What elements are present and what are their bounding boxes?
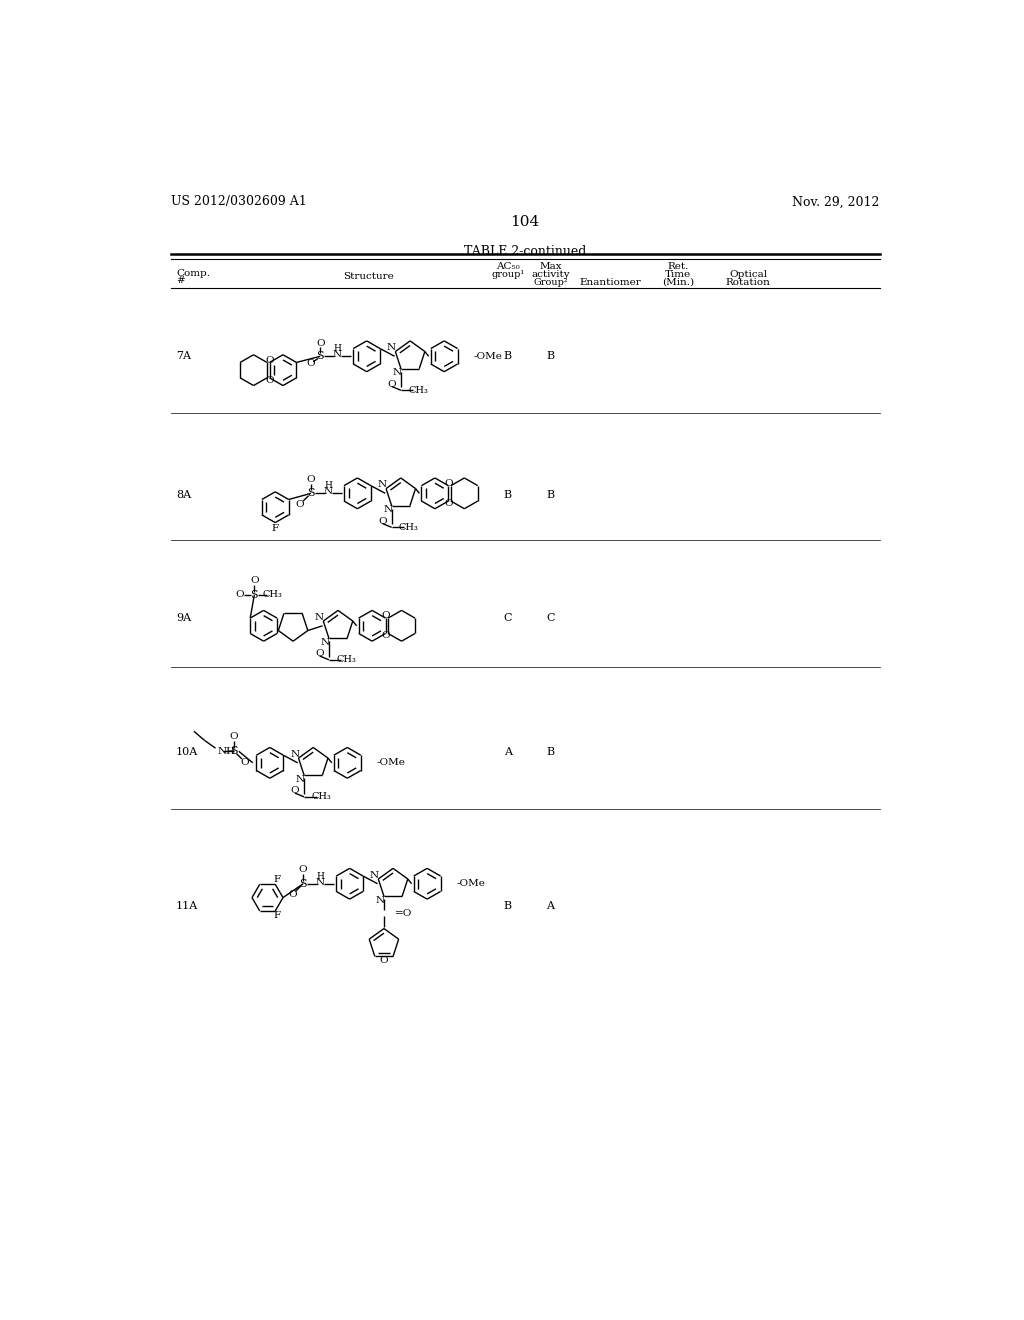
Text: F: F [271,524,279,533]
Text: N: N [321,638,330,647]
Text: O: O [299,865,307,874]
Text: O: O [382,611,390,620]
Text: S: S [251,590,258,601]
Text: #: # [176,276,184,285]
Text: activity: activity [531,271,569,279]
Text: H: H [324,482,332,490]
Text: Rotation: Rotation [726,277,770,286]
Text: CH₃: CH₃ [336,655,356,664]
Text: CH₃: CH₃ [311,792,331,801]
Text: O: O [378,516,387,525]
Text: N: N [290,750,299,759]
Text: CH₃: CH₃ [263,590,283,599]
Text: 7A: 7A [176,351,191,360]
Text: B: B [547,490,554,499]
Text: O: O [296,500,304,508]
Text: NH: NH [217,747,236,756]
Text: CH₃: CH₃ [409,385,428,395]
Text: AC₅₀: AC₅₀ [496,263,519,272]
Text: -OMe: -OMe [377,759,406,767]
Text: O: O [315,339,325,348]
Text: (Min.): (Min.) [663,277,694,286]
Text: CH₃: CH₃ [398,523,419,532]
Text: F: F [273,875,281,884]
Text: B: B [547,351,554,360]
Text: O: O [315,649,324,659]
Text: O: O [250,576,259,585]
Text: S: S [230,746,238,756]
Text: O: O [265,376,273,384]
Text: B: B [504,351,512,360]
Text: O: O [291,787,299,795]
Text: O: O [241,758,249,767]
Text: TABLE 2-continued: TABLE 2-continued [464,246,586,259]
Text: N: N [376,895,385,904]
Text: C: C [546,612,555,623]
Text: N: N [378,480,387,490]
Text: C: C [504,612,512,623]
Text: O: O [265,355,273,364]
Text: N: N [383,506,392,515]
Text: O: O [236,590,244,599]
Text: A: A [547,902,554,911]
Text: 10A: 10A [176,747,199,758]
Text: O: O [288,890,297,899]
Text: 11A: 11A [176,902,199,911]
Text: N: N [324,487,333,496]
Text: O: O [382,631,390,640]
Text: N: N [315,878,325,887]
Text: Comp.: Comp. [176,268,210,277]
Text: N: N [370,871,379,879]
Text: Structure: Structure [343,272,393,281]
Text: 9A: 9A [176,612,191,623]
Text: O: O [444,499,453,508]
Text: =O: =O [395,908,413,917]
Text: -OMe: -OMe [457,879,485,888]
Text: N: N [392,368,401,378]
Text: US 2012/0302609 A1: US 2012/0302609 A1 [171,195,306,209]
Text: O: O [306,475,315,484]
Text: 8A: 8A [176,490,191,499]
Text: S: S [307,488,314,499]
Text: O: O [444,479,453,488]
Text: O: O [229,733,239,741]
Text: Max: Max [539,263,562,272]
Text: O: O [387,380,396,388]
Text: Ret.: Ret. [668,263,689,272]
Text: Optical: Optical [729,271,767,279]
Text: H: H [316,871,325,880]
Text: B: B [504,490,512,499]
Text: group¹: group¹ [492,271,524,279]
Text: Nov. 29, 2012: Nov. 29, 2012 [793,195,880,209]
Text: F: F [273,911,281,920]
Text: B: B [504,902,512,911]
Text: H: H [334,345,341,352]
Text: B: B [547,747,554,758]
Text: N: N [296,775,305,784]
Text: N: N [333,350,342,359]
Text: N: N [387,343,396,352]
Text: 104: 104 [510,215,540,228]
Text: S: S [299,879,307,888]
Text: N: N [314,612,324,622]
Text: -OMe: -OMe [474,352,503,360]
Text: O: O [380,957,388,965]
Text: Group²: Group² [534,277,567,286]
Text: O: O [306,359,315,368]
Text: A: A [504,747,512,758]
Text: Enantiomer: Enantiomer [580,277,641,286]
Text: S: S [316,351,324,362]
Text: Time: Time [666,271,691,279]
